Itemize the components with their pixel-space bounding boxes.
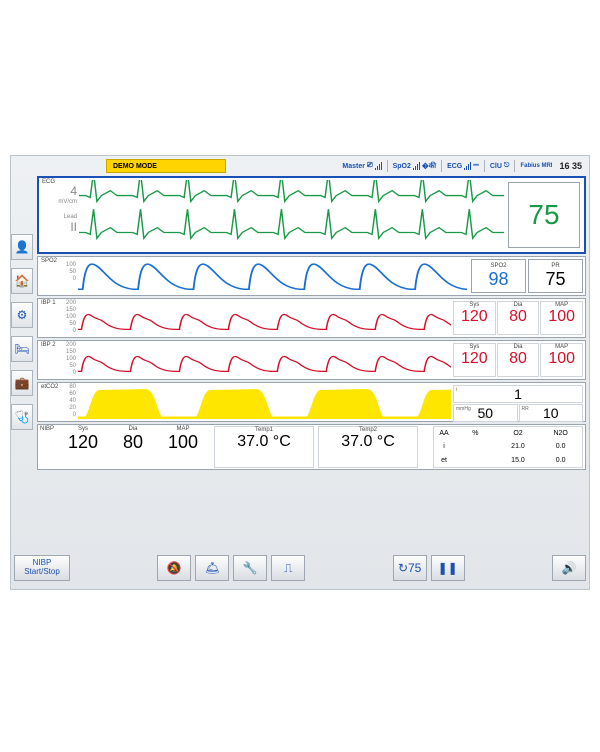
spo2-yticks: 100500	[38, 261, 78, 299]
trend-button[interactable]: ⎍	[271, 555, 305, 581]
nibp-label: NIBP	[40, 426, 54, 432]
pr-value-box: PR 75	[528, 259, 583, 293]
etco2-i: i1	[453, 385, 583, 403]
ibp2-map: MAP100	[540, 343, 583, 377]
nav-settings-icon[interactable]: ⚙	[11, 302, 33, 328]
ibp2-wave	[78, 343, 451, 377]
nibp-bp: Sys120 Dia80 MAP100	[58, 426, 208, 468]
ibp2-panel[interactable]: IBP 2 200150100500 Sys120 Dia80 MAP100	[37, 340, 586, 380]
ecg-y-labels: 4 mV/cm Lead II	[39, 184, 79, 258]
pr-value: 75	[545, 269, 565, 290]
temp2: Temp237.0 °C	[318, 426, 418, 468]
etco2-rr: RR10	[519, 404, 584, 422]
ibp1-sys: Sys120	[453, 301, 496, 335]
bottom-toolbar: NIBP Start/Stop 🔕 🛎 🔧 ⎍ ↻75 ❚❚ 🔊	[14, 553, 586, 583]
nibp-panel[interactable]: NIBP Sys120 Dia80 MAP100 Temp137.0 °C Te…	[37, 424, 586, 470]
module-clu[interactable]: ClU ⎋	[487, 162, 513, 170]
etco2-panel[interactable]: etCO2 806040200 i1 mmHget50 RR10	[37, 382, 586, 422]
demo-mode-badge: DEMO MODE	[106, 159, 226, 173]
tools-button[interactable]: 🔧	[233, 555, 267, 581]
left-nav: 👤 🏠 ⚙ 🛏 💼 🩺	[11, 234, 33, 438]
ibp1-panel[interactable]: IBP 1 200150100500 Sys120 Dia80 MAP100	[37, 298, 586, 338]
etco2-et: mmHget50	[453, 404, 518, 422]
cycle-button[interactable]: ↻75	[393, 555, 427, 581]
ecg-wave	[79, 180, 504, 250]
ibp1-dia: Dia80	[497, 301, 540, 335]
etco2-wave	[78, 385, 451, 419]
module-fabius[interactable]: Fabius MRI	[517, 163, 555, 169]
waveform-panels: ECG 4 mV/cm Lead II 75 SPO2 100500	[37, 176, 586, 529]
nav-bed-icon[interactable]: 🛏	[11, 336, 33, 362]
module-ecg[interactable]: ECG ⎓	[444, 162, 482, 170]
speaker-button[interactable]: 🔊	[552, 555, 586, 581]
top-status-bar: DEMO MODE Master ⎚ SpO2 �की ECG ⎓ ClU ⎋ …	[106, 159, 586, 173]
module-master[interactable]: Master ⎚	[339, 162, 384, 170]
ecg-panel[interactable]: ECG 4 mV/cm Lead II 75	[37, 176, 586, 254]
ecg-hr-value: 75	[508, 182, 580, 248]
ibp2-sys: Sys120	[453, 343, 496, 377]
ibp1-wave	[78, 301, 451, 335]
spo2-value-box: SPO2 98	[471, 259, 526, 293]
module-spo2[interactable]: SpO2 �की	[390, 162, 440, 171]
spo2-panel[interactable]: SPO2 100500 SPO2 98 PR 75	[37, 256, 586, 296]
nav-case-icon[interactable]: 💼	[11, 370, 33, 396]
patient-monitor: DEMO MODE Master ⎚ SpO2 �की ECG ⎓ ClU ⎋ …	[10, 155, 590, 590]
alarm-silence-button[interactable]: 🔕	[157, 555, 191, 581]
pause-button[interactable]: ❚❚	[431, 555, 465, 581]
spo2-wave	[78, 259, 467, 293]
temp1: Temp137.0 °C	[214, 426, 314, 468]
ibp1-yticks: 200150100500	[38, 299, 78, 337]
nav-home-icon[interactable]: 🏠	[11, 268, 33, 294]
nibp-start-stop-button[interactable]: NIBP Start/Stop	[14, 555, 70, 581]
clock: 16 35	[555, 161, 586, 171]
ibp2-dia: Dia80	[497, 343, 540, 377]
alarm-config-button[interactable]: 🛎	[195, 555, 229, 581]
gas-table: AA%O2N2O i21.00.0 et15.00.0	[433, 426, 583, 468]
nav-stetho-icon[interactable]: 🩺	[11, 404, 33, 430]
ibp1-map: MAP100	[540, 301, 583, 335]
nav-patient-icon[interactable]: 👤	[11, 234, 33, 260]
etco2-yticks: 806040200	[38, 383, 78, 421]
spo2-value: 98	[488, 269, 508, 290]
ibp2-yticks: 200150100500	[38, 341, 78, 379]
